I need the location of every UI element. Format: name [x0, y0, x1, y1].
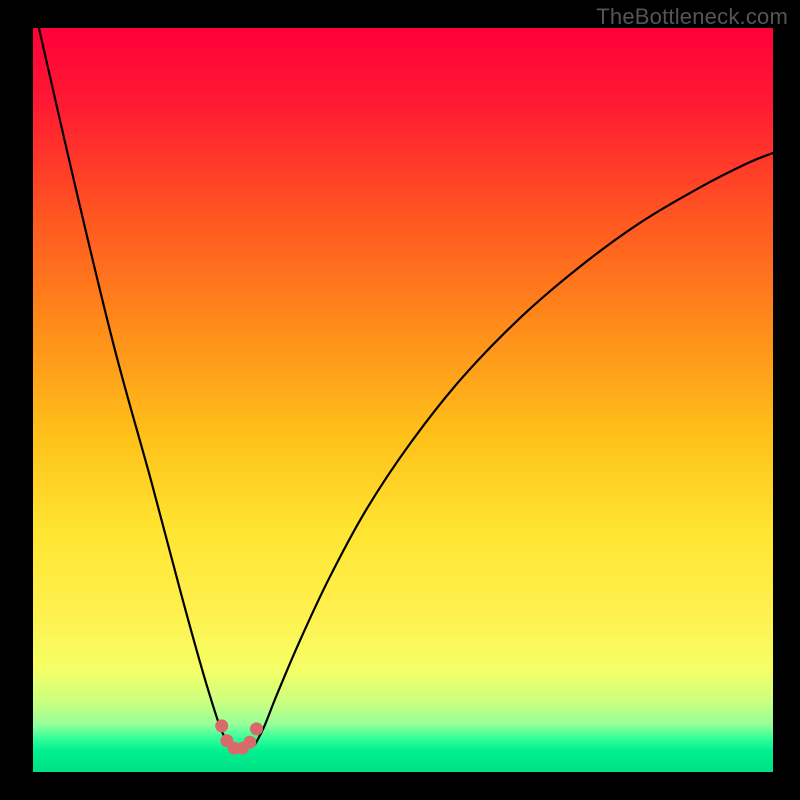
trough-marker — [243, 736, 256, 749]
trough-marker — [215, 719, 228, 732]
chart-panel — [33, 28, 773, 772]
watermark-text: TheBottleneck.com — [596, 4, 788, 30]
curve-right-branch — [255, 153, 773, 744]
bottleneck-curve — [33, 28, 773, 772]
trough-marker — [250, 722, 263, 735]
curve-left-branch — [39, 28, 229, 744]
